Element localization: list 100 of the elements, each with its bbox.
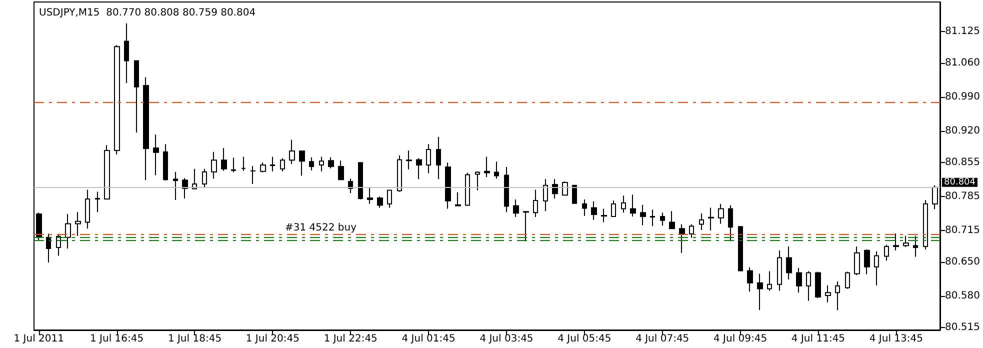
candlestick bbox=[543, 178, 548, 212]
candlestick bbox=[854, 246, 860, 276]
candlestick bbox=[494, 161, 499, 180]
x-tick-label: 1 Jul 20:45 bbox=[246, 334, 300, 344]
candlestick bbox=[504, 166, 509, 213]
candlestick bbox=[552, 178, 558, 200]
candlestick bbox=[669, 210, 675, 230]
x-tick-label: 4 Jul 07:45 bbox=[636, 334, 690, 344]
x-tick-label: 4 Jul 11:45 bbox=[791, 334, 846, 344]
candlestick bbox=[484, 156, 490, 178]
candlestick bbox=[747, 266, 753, 292]
candlestick bbox=[601, 208, 607, 223]
candlestick bbox=[582, 198, 587, 216]
candlestick bbox=[767, 270, 772, 292]
x-tick-label: 4 Jul 05:45 bbox=[558, 334, 612, 344]
candlestick bbox=[893, 232, 899, 251]
candlestick bbox=[874, 250, 879, 286]
candlestick bbox=[806, 270, 811, 302]
candlestick bbox=[289, 139, 295, 165]
candlestick bbox=[231, 157, 236, 173]
candlestick bbox=[572, 184, 577, 204]
candlestick bbox=[562, 181, 568, 196]
candlestick bbox=[173, 171, 178, 200]
candlestick bbox=[815, 271, 821, 298]
candlestick bbox=[85, 189, 90, 230]
candlestick bbox=[708, 207, 714, 232]
candlestick bbox=[153, 134, 159, 176]
candlestick bbox=[455, 192, 461, 206]
text: USDJPY,M15 80.770 80.808 80.759 80.804 bbox=[39, 8, 256, 18]
candlestick bbox=[358, 162, 363, 200]
candlestick bbox=[884, 244, 889, 262]
candlestick bbox=[445, 162, 451, 210]
candlestick bbox=[913, 235, 918, 258]
y-tick-label: 81.060 bbox=[945, 58, 980, 69]
candlestick bbox=[533, 189, 538, 218]
candlestick bbox=[202, 168, 207, 188]
candlestick bbox=[426, 144, 431, 174]
candlestick bbox=[65, 214, 71, 249]
candlestick bbox=[630, 194, 636, 217]
y-tick-label: 81.125 bbox=[945, 26, 980, 38]
x-tick-label: 1 Jul 18:45 bbox=[168, 334, 222, 344]
candlestick bbox=[679, 224, 685, 254]
candlestick bbox=[728, 204, 733, 242]
candlestick bbox=[387, 189, 392, 208]
candlestick bbox=[406, 150, 412, 170]
candlestick bbox=[280, 158, 285, 172]
candlestick bbox=[163, 144, 168, 182]
y-tick-label: 80.715 bbox=[945, 225, 980, 236]
x-tick-label: 1 Jul 16:45 bbox=[90, 334, 144, 344]
candlestick bbox=[796, 267, 802, 294]
candlestick bbox=[124, 22, 129, 84]
y-tick-label: 80.990 bbox=[945, 92, 980, 103]
candlestick bbox=[845, 271, 850, 290]
candlestick bbox=[757, 273, 763, 311]
candlestick bbox=[241, 156, 246, 172]
candlestick bbox=[591, 200, 597, 220]
candlestick bbox=[338, 160, 344, 180]
candlestick bbox=[221, 148, 227, 172]
candlestick bbox=[523, 210, 529, 242]
x-tick-label: 1 Jul 2011 bbox=[14, 334, 64, 344]
candlestick bbox=[650, 209, 655, 227]
candlestick bbox=[377, 196, 383, 208]
candlestick bbox=[640, 204, 646, 226]
candlestick bbox=[299, 150, 305, 176]
x-tick-label: 4 Jul 01:45 bbox=[402, 334, 456, 344]
candlestick bbox=[835, 280, 840, 311]
candlestick bbox=[513, 198, 519, 218]
candlestick bbox=[903, 235, 909, 248]
candlestick bbox=[134, 60, 139, 134]
y-tick-label: 80.920 bbox=[945, 126, 980, 137]
candlestick bbox=[367, 186, 373, 204]
candlestick bbox=[397, 154, 402, 192]
candlestick bbox=[660, 212, 665, 226]
candlestick bbox=[309, 156, 314, 171]
candlestick bbox=[932, 184, 938, 210]
candlestick bbox=[864, 248, 870, 275]
candlestick bbox=[260, 162, 266, 173]
candlestick bbox=[436, 136, 441, 180]
ref-line-label: #31 4522 buy bbox=[285, 222, 357, 234]
candlestick bbox=[143, 76, 149, 181]
ref-line-label: 80.804 bbox=[944, 177, 976, 188]
y-tick-label: 80.515 bbox=[945, 322, 980, 334]
x-tick-label: 4 Jul 09:45 bbox=[713, 334, 768, 344]
candlestick bbox=[95, 191, 100, 213]
y-tick-label: 80.855 bbox=[945, 157, 980, 168]
candlestick bbox=[718, 203, 724, 224]
candlestick bbox=[36, 212, 42, 241]
candlestick bbox=[699, 213, 704, 231]
candlestick bbox=[328, 156, 334, 169]
candlestick bbox=[211, 151, 217, 180]
candlestick bbox=[416, 158, 422, 180]
candlestick bbox=[777, 250, 782, 292]
candlestick bbox=[475, 170, 480, 191]
y-tick-label: 80.580 bbox=[945, 290, 980, 302]
x-tick-label: 4 Jul 03:45 bbox=[480, 334, 534, 344]
x-tick-label: 4 Jul 13:45 bbox=[869, 334, 923, 344]
y-tick-label: 80.785 bbox=[945, 191, 980, 202]
candlestick bbox=[786, 246, 792, 280]
candlestick bbox=[250, 166, 256, 184]
candlestick bbox=[75, 212, 81, 236]
